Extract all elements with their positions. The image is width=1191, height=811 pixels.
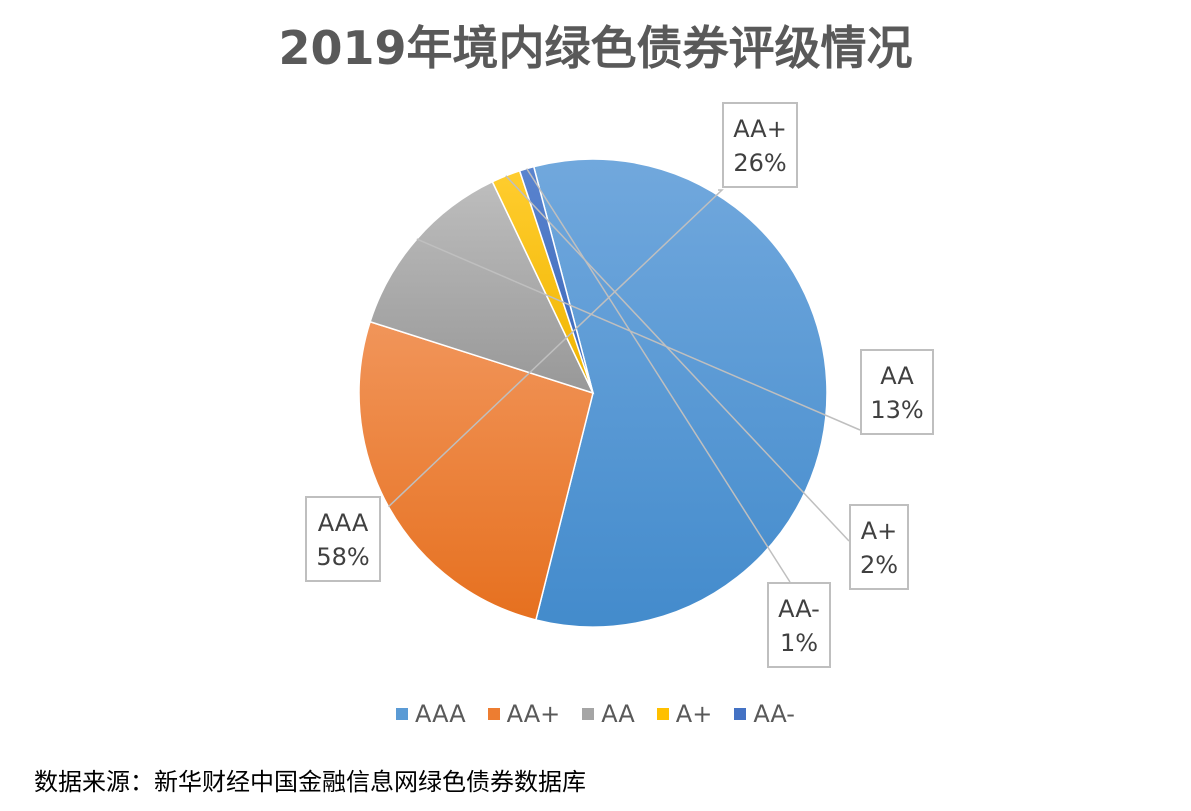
pie-slice-aa-plus [358, 320, 594, 621]
slice-label-aa: 13% [870, 396, 924, 424]
source-note: 数据来源：新华财经中国金融信息网绿色债券数据库 [34, 768, 586, 796]
legend-label-aaa: AAA [415, 700, 466, 728]
pie-slice-aa-minus [518, 165, 594, 394]
legend-item-aa-plus: AA+ [487, 700, 561, 728]
callout-aa-minus: AA- 1% [767, 582, 831, 668]
leader-line-aa [416, 238, 861, 431]
callout-aa: AA 13% [860, 349, 934, 435]
legend-swatch-a-plus [656, 708, 669, 720]
slice-name-aa-minus: AA- [778, 595, 820, 623]
legend-item-a-plus: A+ [656, 700, 713, 728]
legend-item-aaa: AAA [396, 700, 466, 728]
leader-line-aa-plus [387, 189, 724, 508]
slice-label-aa-plus: 26% [733, 149, 787, 177]
legend-item-aa: AA [582, 700, 635, 728]
slice-label-aaa: 58% [316, 543, 370, 571]
slice-name-aa: AA [880, 362, 914, 390]
legend: AAA AA+ AA A+ AA- [0, 700, 1191, 728]
pie-slice-aaa [532, 158, 828, 628]
leader-line-a-plus [505, 175, 850, 542]
slice-label-a-plus: 2% [859, 551, 899, 579]
slice-name-aa-plus: AA+ [733, 115, 787, 143]
chart-title: 2019年境内绿色债券评级情况 [278, 21, 913, 75]
legend-label-aa-minus: AA- [753, 700, 795, 728]
slice-name-a-plus: A+ [860, 517, 898, 545]
legend-label-a-plus: A+ [675, 700, 713, 728]
legend-swatch-aa-minus [734, 708, 747, 720]
slice-label-aa-minus: 1% [779, 629, 819, 657]
legend-label-aa-plus: AA+ [506, 700, 561, 728]
callout-a-plus: A+ 2% [849, 504, 909, 590]
leader-line-aa-minus [526, 168, 791, 583]
legend-swatch-aaa [396, 708, 409, 720]
legend-swatch-aa [582, 708, 595, 720]
callout-aa-plus: AA+ 26% [722, 102, 798, 188]
legend-swatch-aa-plus [487, 708, 500, 720]
callout-aaa: AAA 58% [305, 496, 381, 582]
legend-item-aa-minus: AA- [734, 700, 795, 728]
slice-name-aaa: AAA [317, 509, 369, 537]
legend-label-aa: AA [601, 700, 635, 728]
